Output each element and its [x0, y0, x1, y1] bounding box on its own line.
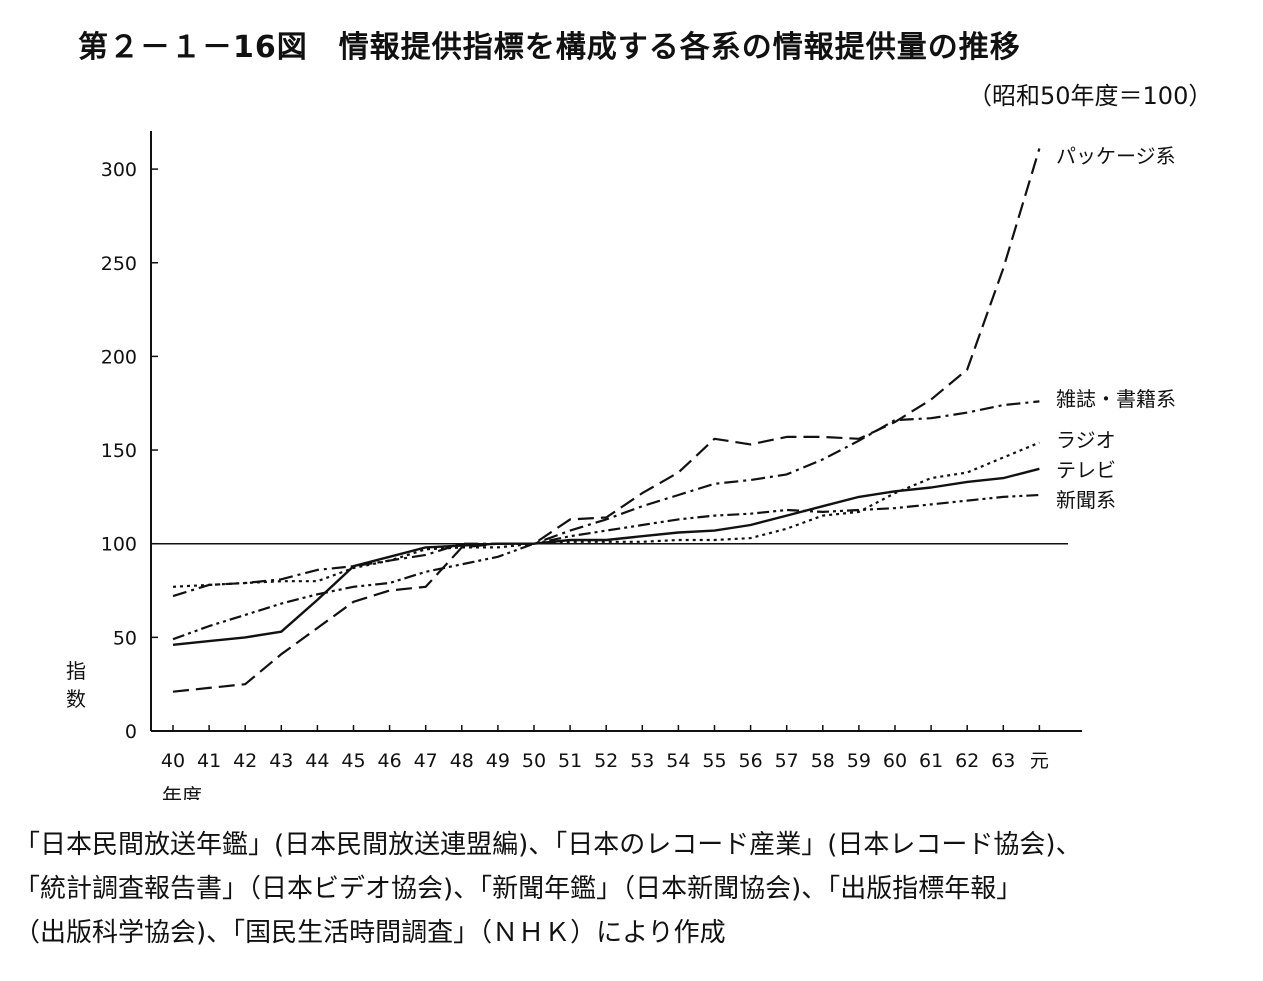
series-label-2: 雑誌・書籍系 — [1056, 387, 1176, 411]
y-axis-label-1: 指 — [66, 659, 86, 683]
x-tick-label: 42 — [233, 750, 257, 772]
series-line-5 — [172, 493, 1040, 641]
x-tick-label: 元 — [1030, 750, 1049, 772]
y-tick-label: 300 — [101, 159, 137, 181]
series-line-3 — [172, 441, 1040, 588]
x-tick-label: 52 — [594, 750, 618, 772]
x-tick-label: 50 — [522, 750, 546, 772]
x-tick-label: 41 — [197, 750, 221, 772]
x-tick-label: 59 — [847, 750, 871, 772]
x-tick-label: 63 — [991, 750, 1015, 772]
x-tick-label: 49 — [486, 750, 510, 772]
x-tick-label: 58 — [811, 750, 835, 772]
x-ticks: 40 41 42 43 44 45 46 47 48 49 50 51 52 53 54 55 56 57 58 59… — [161, 725, 1049, 772]
x-tick-label: 43 — [269, 750, 293, 772]
y-tick-label: 0 — [125, 721, 137, 743]
series-label-5: 新聞系 — [1056, 488, 1116, 512]
chart-title: 第２－１－16図 情報提供指標を構成する各系の情報提供量の推移 — [78, 30, 1021, 65]
x-tick-label: 44 — [305, 750, 329, 772]
x-tick-label: 54 — [666, 750, 690, 772]
y-tick-label: 150 — [101, 440, 137, 462]
x-axis-label: 年度 — [162, 784, 202, 800]
x-tick-label: 60 — [883, 750, 907, 772]
y-axis-label-2: 数 — [66, 687, 86, 711]
y-tick-label: 50 — [113, 627, 137, 649]
y-tick-label: 100 — [101, 534, 137, 556]
x-tick-label: 56 — [739, 750, 763, 772]
y-ticks: 0 50 100 150 200 250 300 — [101, 159, 158, 743]
y-tick-label: 200 — [101, 346, 137, 368]
x-tick-label: 40 — [161, 750, 185, 772]
source-line-1: 「日本民間放送年鑑」(日本民間放送連盟編)、「日本のレコード産業」(日本レコード… — [14, 830, 1082, 860]
x-tick-label: 53 — [630, 750, 654, 772]
x-tick-label: 46 — [378, 750, 402, 772]
series-line-4 — [172, 467, 1040, 646]
series-label-4: テレビ — [1056, 458, 1116, 482]
series-label-3: ラジオ — [1056, 428, 1116, 452]
unit-note: （昭和50年度＝100） — [968, 82, 1213, 110]
x-tick-label: 45 — [341, 750, 365, 772]
x-tick-label: 48 — [450, 750, 474, 772]
series-line-2 — [172, 400, 1040, 598]
line-chart: 0 50 100 150 200 250 300 40 41 42 43 44 45 46 47 48 49 5… — [66, 131, 1176, 800]
series-lines — [172, 148, 1041, 693]
series-line-1 — [172, 148, 1041, 693]
x-tick-label: 62 — [955, 750, 979, 772]
series-label-1: パッケージ系 — [1056, 144, 1176, 168]
y-tick-label: 250 — [101, 253, 137, 275]
x-tick-label: 57 — [775, 750, 799, 772]
x-tick-label: 55 — [702, 750, 726, 772]
x-tick-label: 61 — [919, 750, 943, 772]
source-line-3: （出版科学協会)、「国民生活時間調査」（ＮＨＫ）により作成 — [14, 918, 726, 948]
x-tick-label: 47 — [414, 750, 438, 772]
x-tick-label: 51 — [558, 750, 582, 772]
source-line-2: 「統計調査報告書」（日本ビデオ協会)、「新聞年鑑」（日本新聞協会)、「出版指標年… — [14, 874, 1023, 904]
